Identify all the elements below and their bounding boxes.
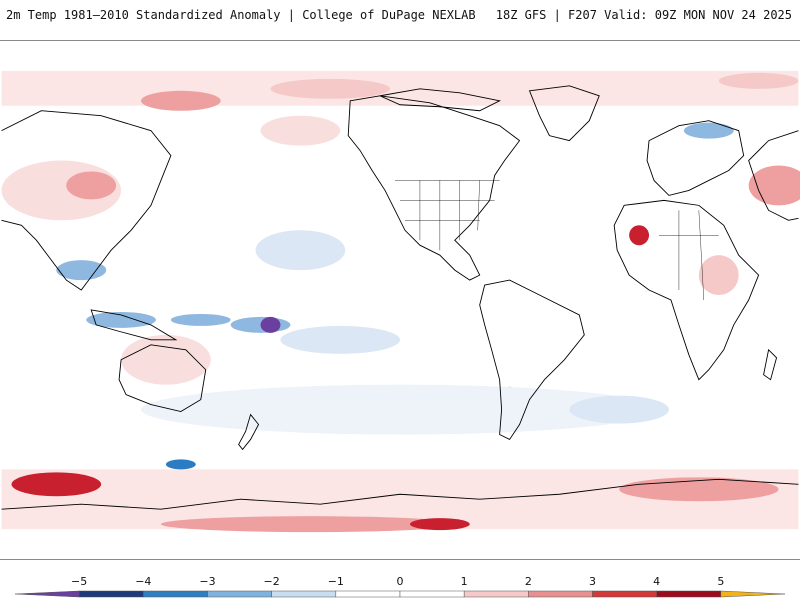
colorbar-swatches [14, 590, 786, 598]
colorbar-swatch [207, 590, 272, 598]
colorbar-tick-label: −3 [199, 575, 215, 588]
anomaly-map [0, 40, 800, 560]
colorbar-swatch [143, 590, 208, 598]
colorbar-swatch [463, 590, 529, 598]
australia-outline [118, 344, 207, 413]
africa-outline [613, 199, 760, 381]
europe-outline [646, 120, 745, 196]
colorbar-tick-label: −2 [264, 575, 280, 588]
colorbar-swatch [78, 590, 144, 598]
colorbar-tick-label: −5 [71, 575, 87, 588]
colorbar-tick-label: 1 [461, 575, 468, 588]
political-borders [395, 180, 719, 301]
colorbar-tick-label: 4 [653, 575, 660, 588]
model-valid-time: 18Z GFS | F207 Valid: 09Z MON NOV 24 202… [495, 8, 792, 22]
madagascar-outline [763, 348, 778, 381]
colorbar-swatch [335, 590, 401, 598]
map-title: 2m Temp 1981–2010 Standardized Anomaly |… [6, 8, 476, 22]
colorbar-tick-label: −1 [328, 575, 344, 588]
colorbar-swatch [720, 590, 786, 598]
colorbar-swatch [14, 590, 80, 598]
colorbar-swatch [592, 590, 657, 598]
colorbar-swatch [399, 590, 465, 598]
anomaly-shading [1, 70, 800, 533]
south-america-outline [479, 279, 585, 441]
colorbar-swatch [656, 590, 722, 598]
colorbar-tick-label: −4 [135, 575, 151, 588]
north-america-outline [347, 95, 521, 281]
map-header: 2m Temp 1981–2010 Standardized Anomaly |… [0, 0, 800, 34]
colorbar-tick-label: 0 [397, 575, 404, 588]
colorbar: −5 −4 −3 −2 −1 0 1 2 3 4 5 [14, 575, 786, 598]
arctic-islands-outline [378, 88, 501, 112]
coastlines [1, 85, 799, 510]
colorbar-swatch [528, 590, 593, 598]
maritime-continent-outline [90, 309, 178, 341]
colorbar-tick-labels: −5 −4 −3 −2 −1 0 1 2 3 4 5 [71, 575, 724, 588]
asia-west-outline [748, 130, 799, 221]
colorbar-tick-label: 3 [589, 575, 596, 588]
colorbar-swatch [271, 590, 337, 598]
asia-east-outline [1, 110, 172, 291]
colorbar-tick-label: 2 [525, 575, 532, 588]
greenland-outline [528, 85, 600, 142]
antarctica-outline [1, 478, 799, 510]
colorbar-tick-label: 5 [717, 575, 724, 588]
new-zealand-outline [238, 413, 260, 451]
